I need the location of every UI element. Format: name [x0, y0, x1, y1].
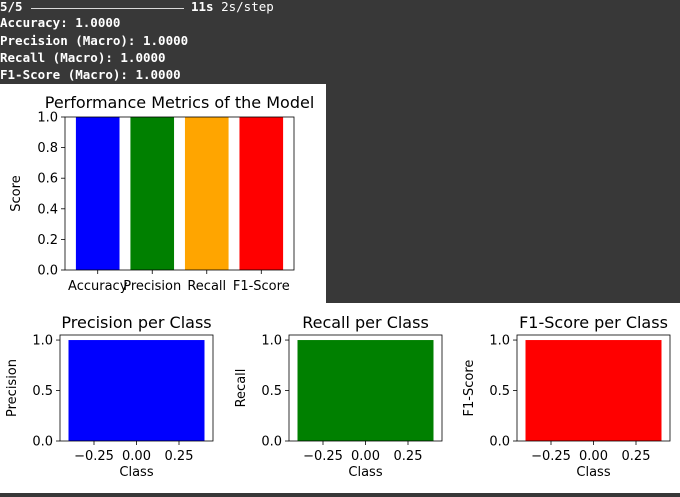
bar-accuracy [75, 117, 120, 270]
f1-score-line: F1-Score (Macro): 1.0000 [0, 67, 181, 82]
x-tick-label: Precision [123, 279, 181, 294]
y-tick-label: 1.0 [489, 334, 510, 349]
y-tick-label: 0.4 [37, 202, 58, 217]
y-tick-label: 0.6 [37, 172, 58, 187]
performance-figure: Performance Metrics of the Model Score Acc… [0, 84, 326, 303]
progress-line: 5/5 11s 2s/step [0, 0, 274, 17]
progress-time: 11s 2s/step [191, 0, 274, 15]
per-class-charts: Precision per Class Precision Class −0.25 0.… [5, 313, 671, 480]
subplot-x-axis-label: Class [576, 465, 610, 480]
subplot-title: Recall per Class [302, 313, 429, 332]
y-tick-label: 0.0 [32, 435, 53, 450]
chart-title: Performance Metrics of the Model [45, 93, 315, 112]
x-tick-label: Accuracy [68, 279, 128, 294]
subplot-title: F1-Score per Class [519, 313, 668, 332]
y-tick-label: 0.8 [37, 141, 58, 156]
subplot-frame [59, 334, 214, 442]
y-tick-label: 1.0 [32, 334, 53, 349]
y-tick-label: 0.0 [261, 435, 282, 450]
subplot-frame [516, 334, 671, 442]
x-tick-label: −0.25 [303, 449, 343, 464]
console-output: 5/5 11s 2s/step Accuracy: 1.0000 Precisi… [0, 0, 680, 84]
subplot-y-axis-label: Precision [5, 359, 20, 417]
x-tick-label: 0.25 [394, 449, 423, 464]
bar-recall [184, 117, 229, 270]
progress-rate: 2s/step [221, 0, 274, 14]
progress-time-value: 11s [191, 0, 214, 14]
subplot-title: Precision per Class [61, 313, 211, 332]
y-tick-label: 0.0 [37, 264, 58, 279]
per-class-figure: Precision per Class Precision Class −0.25 0.… [0, 303, 680, 493]
progress-bar [31, 8, 184, 9]
y-tick-label: 0.5 [261, 384, 282, 399]
x-tick-label: 0.00 [579, 449, 608, 464]
accuracy-line: Accuracy: 1.0000 [0, 15, 121, 30]
class-bar [68, 340, 205, 441]
y-tick-label: 1.0 [261, 334, 282, 349]
bar-precision [130, 117, 175, 270]
subplot-y-axis-label: F1-Score [462, 360, 477, 417]
y-tick-label: 1.0 [37, 111, 58, 126]
subplot-frame [288, 334, 443, 442]
y-tick-label: 0.0 [489, 435, 510, 450]
x-tick-label: −0.25 [74, 449, 114, 464]
class-bar [525, 340, 662, 441]
class-bar [297, 340, 434, 441]
bar-f1-score [239, 117, 284, 270]
y-tick-label: 0.2 [37, 233, 58, 248]
y-tick-label: 0.5 [489, 384, 510, 399]
x-tick-label: F1-Score [233, 279, 290, 294]
x-tick-label: Recall [187, 279, 226, 294]
x-tick-label: 0.25 [622, 449, 651, 464]
x-tick-label: −0.25 [531, 449, 571, 464]
y-axis-label: Score [9, 175, 24, 211]
precision-line: Precision (Macro): 1.0000 [0, 33, 189, 48]
x-tick-label: 0.25 [165, 449, 194, 464]
x-tick-label: 0.00 [122, 449, 151, 464]
subplot-y-axis-label: Recall [234, 369, 249, 408]
y-tick-label: 0.5 [32, 384, 53, 399]
subplot-x-axis-label: Class [119, 465, 153, 480]
x-tick-label: 0.00 [351, 449, 380, 464]
plot-frame [64, 116, 295, 271]
performance-metrics-chart: Performance Metrics of the Model Score Acc… [9, 93, 315, 294]
recall-line: Recall (Macro): 1.0000 [0, 50, 166, 65]
progress-steps: 5/5 [0, 0, 23, 14]
subplot-x-axis-label: Class [348, 465, 382, 480]
